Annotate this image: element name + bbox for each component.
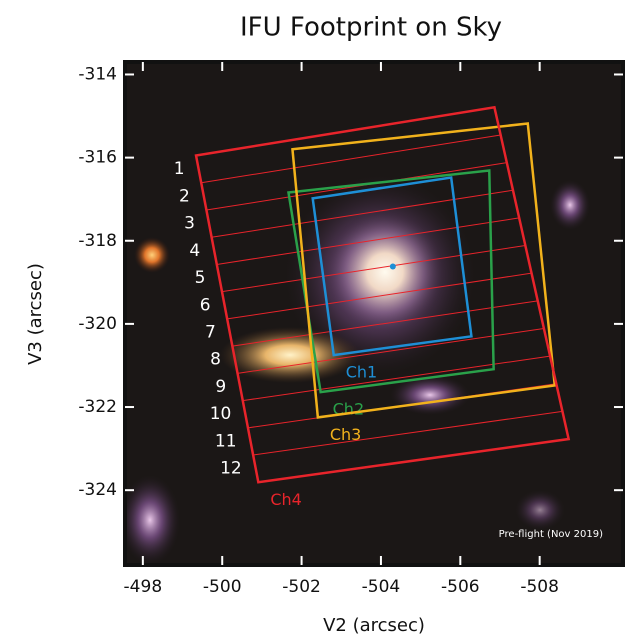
slice-label: 3 — [184, 214, 195, 234]
x-tick-label: -506 — [441, 577, 480, 597]
footprint-label: Ch4 — [270, 490, 302, 509]
y-tick-label: -318 — [78, 231, 117, 251]
y-tick-label: -316 — [78, 148, 117, 168]
slice-label: 1 — [174, 159, 185, 179]
slice-label: 10 — [210, 404, 232, 424]
slice-label: 7 — [205, 323, 216, 343]
slice-label: 8 — [210, 350, 221, 370]
y-tick-label: -322 — [78, 397, 117, 417]
y-axis-label: V3 (arcsec) — [25, 263, 46, 365]
x-tick-label: -504 — [362, 577, 401, 597]
slice-label: 12 — [220, 459, 242, 479]
slice-label: 9 — [215, 377, 226, 397]
slice-label: 5 — [195, 268, 206, 288]
chart: IFU Footprint on Sky V2 (arcsec) V3 (arc… — [0, 0, 634, 641]
y-tick-label: -314 — [78, 64, 117, 84]
center-marker — [390, 264, 396, 270]
slice-label: 11 — [215, 431, 237, 451]
chart-title: IFU Footprint on Sky — [240, 13, 502, 43]
slice-label: 2 — [179, 186, 190, 206]
footprint-label: Ch3 — [330, 425, 362, 444]
x-tick-label: -508 — [520, 577, 559, 597]
footprint-label: Ch1 — [346, 363, 378, 382]
y-tick-label: -324 — [78, 480, 117, 500]
x-tick-label: -502 — [282, 577, 321, 597]
annotation: Pre-flight (Nov 2019) — [499, 529, 603, 540]
x-tick-label: -500 — [203, 577, 242, 597]
x-axis-label: V2 (arcsec) — [323, 615, 425, 636]
y-tick-label: -320 — [78, 314, 117, 334]
slice-label: 4 — [189, 241, 200, 261]
x-tick-label: -498 — [124, 577, 163, 597]
slice-label: 6 — [200, 295, 211, 315]
